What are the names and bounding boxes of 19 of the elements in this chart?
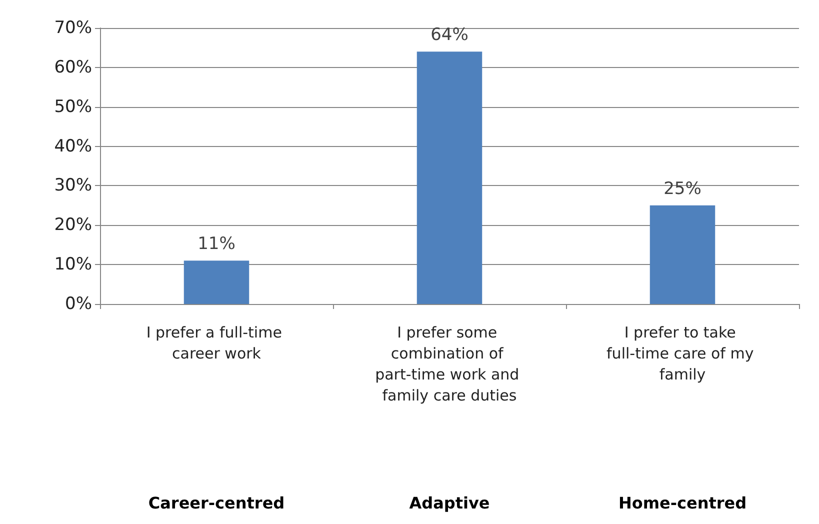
y-tick-label: 70% (54, 18, 92, 38)
y-tick-label: 50% (54, 96, 92, 117)
y-tick-label: 30% (54, 176, 92, 196)
y-tick-label: 10% (54, 254, 92, 275)
text: Adaptive (409, 494, 490, 512)
x-tick-label: I prefer a full-time career work (146, 324, 287, 362)
text: Career-centred (148, 494, 285, 512)
data-label: 64% (430, 25, 468, 46)
y-tick-label: 20% (54, 215, 92, 236)
data-label: 11% (198, 234, 236, 254)
x-tick-label: I prefer some combination of part-time work and family care duties (375, 324, 524, 404)
y-tick-label: 40% (54, 136, 92, 156)
y-tick-label: 0% (65, 294, 92, 314)
bar (184, 260, 250, 304)
bar (416, 52, 482, 304)
x-tick-label: I prefer to take full-time care of my family (606, 324, 758, 384)
text: Home-centred (618, 494, 747, 512)
bar (650, 205, 716, 304)
y-tick-label: 60% (54, 57, 92, 78)
